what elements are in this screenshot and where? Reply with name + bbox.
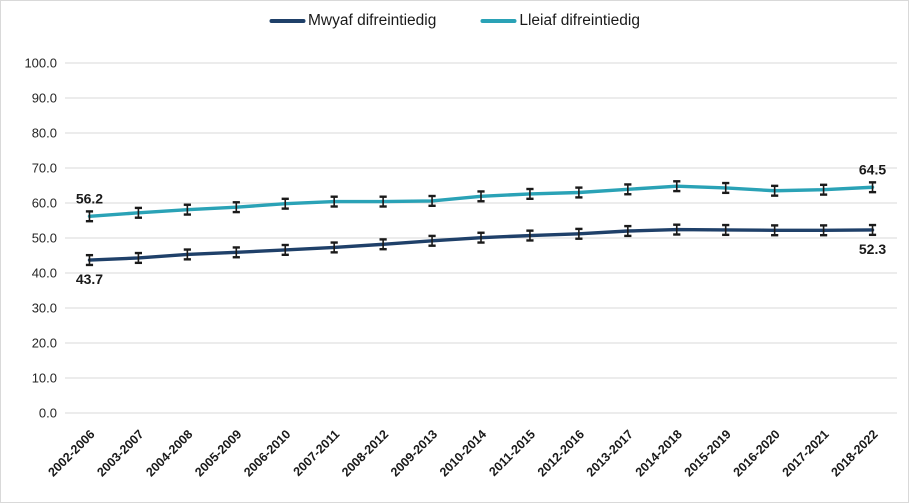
legend-item-mwyaf-difreintiedig: Mwyaf difreintiedig	[269, 12, 436, 30]
legend-swatch-navy-line	[269, 19, 305, 23]
x-tick-label: 2011-2015	[486, 427, 538, 479]
x-tick-label: 2013-2017	[584, 427, 636, 479]
y-tick-label: 80.0	[32, 126, 57, 141]
x-tick-label: 2012-2016	[535, 427, 587, 479]
x-tick-label: 2014-2018	[633, 427, 685, 479]
y-tick-label: 100.0	[24, 56, 57, 71]
y-tick-label: 70.0	[32, 161, 57, 176]
y-tick-label: 30.0	[32, 301, 57, 316]
x-tick-label: 2007-2011	[291, 427, 343, 479]
x-tick-label: 2010-2014	[437, 427, 489, 479]
point-data-label: 52.3	[859, 241, 886, 257]
x-tick-label: 2004-2008	[143, 427, 195, 479]
point-data-label: 43.7	[76, 271, 103, 287]
point-data-label: 56.2	[76, 190, 103, 206]
x-tick-label: 2009-2013	[388, 427, 440, 479]
y-tick-label: 90.0	[32, 91, 57, 106]
x-tick-label: 2008-2012	[339, 427, 391, 479]
x-tick-label: 2003-2007	[94, 427, 146, 479]
x-tick-label: 2002-2006	[45, 427, 97, 479]
x-tick-label: 2005-2009	[192, 427, 244, 479]
x-tick-label: 2016-2020	[731, 427, 783, 479]
x-tick-label: 2015-2019	[682, 427, 734, 479]
y-tick-label: 50.0	[32, 231, 57, 246]
y-tick-label: 60.0	[32, 196, 57, 211]
chart-legend: Mwyaf difreintiedig Lleiaf difreintiedig	[269, 12, 640, 30]
y-tick-label: 20.0	[32, 336, 57, 351]
y-tick-label: 40.0	[32, 266, 57, 281]
y-tick-label: 10.0	[32, 371, 57, 386]
x-tick-label: 2018-2022	[828, 427, 880, 479]
legend-swatch-teal-line	[480, 19, 517, 23]
legend-label-lleiaf: Lleiaf difreintiedig	[519, 12, 640, 29]
legend-label-mwyaf: Mwyaf difreintiedig	[308, 12, 437, 29]
y-tick-label: 0.0	[39, 406, 57, 421]
point-data-label: 64.5	[859, 161, 886, 177]
x-tick-label: 2017-2021	[780, 427, 832, 479]
x-tick-label: 2006-2010	[241, 427, 293, 479]
legend-item-lleiaf-difreintiedig: Lleiaf difreintiedig	[480, 12, 640, 30]
